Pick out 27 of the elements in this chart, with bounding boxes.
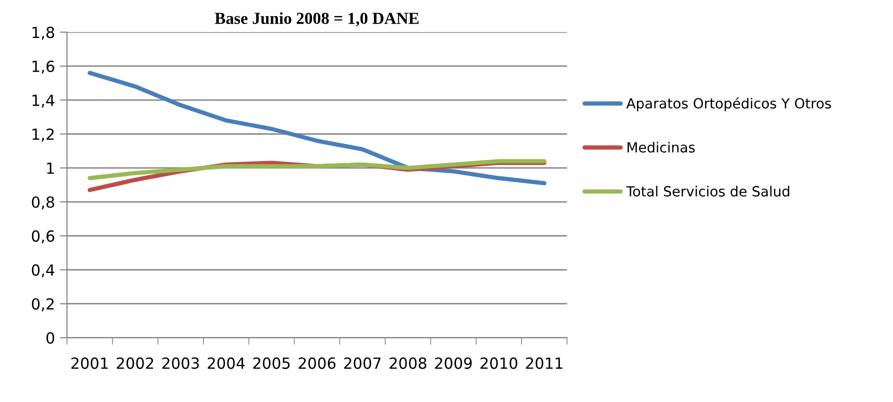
x-tick-label: 2008 <box>390 357 426 369</box>
y-tick-label: 1,2 <box>32 128 54 142</box>
y-tick-label: 1,6 <box>32 60 54 74</box>
y-tick-label: 0,6 <box>32 230 54 244</box>
y-tick-label: 0,2 <box>32 298 54 312</box>
legend-label: Aparatos Ortopédicos Y Otros <box>626 97 831 112</box>
x-tick-label: 2004 <box>208 357 245 369</box>
x-tick-label: 2003 <box>162 357 199 369</box>
x-tick-label: 2011 <box>526 357 562 369</box>
y-tick-label: 1 <box>47 162 54 174</box>
legend-label: Total Servicios de Salud <box>626 186 790 197</box>
x-tick-label: 2001 <box>71 357 108 369</box>
x-tick-label: 2009 <box>435 357 472 369</box>
chart-title: Base Junio 2008 = 1,0 DANE <box>214 12 419 26</box>
x-tick-label: 2006 <box>298 357 336 369</box>
line-series <box>88 70 546 186</box>
y-tick-label: 0 <box>46 332 54 344</box>
x-tick-label: 2002 <box>116 357 154 369</box>
legend-label: Medicinas <box>628 142 695 153</box>
y-tick-label: 0,8 <box>32 196 54 210</box>
x-tick-label: 2005 <box>253 357 290 369</box>
x-tick-label: 2010 <box>480 357 518 369</box>
y-tick-label: 0,4 <box>32 264 54 278</box>
x-tick-label: 2007 <box>344 357 381 369</box>
y-tick-label: 1,4 <box>32 94 54 108</box>
y-tick-label: 1,8 <box>32 26 54 40</box>
line-series <box>88 159 546 180</box>
